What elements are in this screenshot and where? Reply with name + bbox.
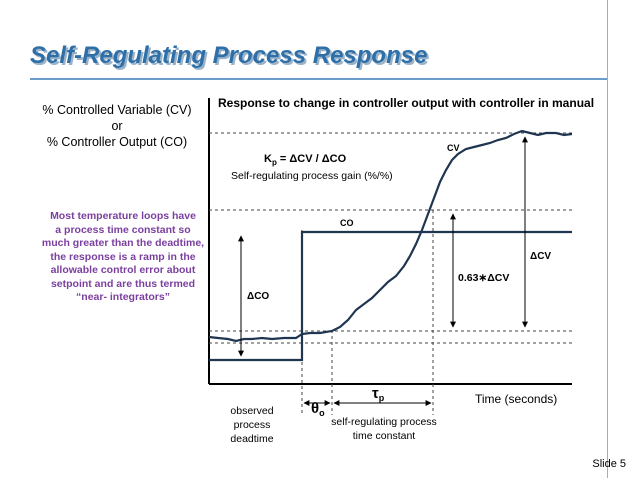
y-axis-label-line3: % Controller Output (CO) bbox=[46, 135, 188, 149]
side-note-line: the response is a ramp in the bbox=[50, 250, 196, 263]
slide-number: Slide 5 bbox=[592, 458, 626, 470]
side-note-line: Most temperature loops have bbox=[50, 210, 196, 222]
time-constant-label-line1: self-regulating process bbox=[331, 416, 437, 428]
co-step-line bbox=[209, 230, 572, 362]
x-axis-label: Time (seconds) bbox=[475, 392, 557, 406]
cv-label: CV bbox=[447, 143, 460, 153]
title-rule bbox=[30, 78, 608, 80]
gain-description: Self-regulating process gain (%/%) bbox=[231, 170, 393, 182]
delta-co-label: ΔCO bbox=[247, 291, 269, 302]
deadtime-label-line2: process bbox=[234, 419, 271, 431]
side-note: Most temperature loops have a process ti… bbox=[38, 210, 208, 305]
side-note-line: allowable control error about bbox=[50, 264, 196, 276]
deadtime-label-line1: observed bbox=[230, 405, 273, 417]
delta-cv-label: ΔCV bbox=[530, 251, 551, 262]
deadtime-label-line3: deadtime bbox=[230, 433, 273, 445]
y-axis-label-line1: % Controlled Variable (CV) bbox=[42, 103, 192, 117]
gain-formula: Kp = ΔCV / ΔCO bbox=[264, 153, 347, 167]
margin-rule bbox=[607, 0, 608, 478]
co-label: CO bbox=[340, 218, 354, 228]
side-note-line: setpoint and are thus termed bbox=[50, 277, 196, 290]
side-note-line: a process time constant so bbox=[55, 223, 191, 236]
y-axis-label-line2: or bbox=[111, 119, 123, 133]
time-constant-label-line2: time constant bbox=[353, 430, 416, 442]
deadtime-symbol: θo bbox=[311, 400, 325, 418]
slide-title: Self-Regulating Process Response bbox=[30, 42, 428, 69]
diagram-heading: Response to change in controller output … bbox=[218, 96, 594, 110]
side-note-line: much greater than the deadtime, bbox=[41, 237, 205, 249]
side-note-line: “near- integrators” bbox=[76, 291, 170, 303]
tau-level-label: 0.63∗ΔCV bbox=[458, 272, 509, 284]
cv-response-curve bbox=[208, 129, 573, 343]
tau-symbol: τp bbox=[372, 385, 385, 403]
